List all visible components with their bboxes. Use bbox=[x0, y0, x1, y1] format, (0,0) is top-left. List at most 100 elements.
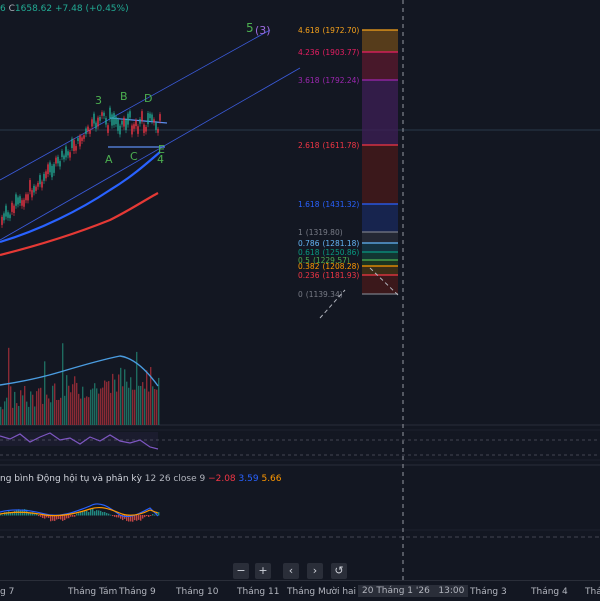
volume-bar bbox=[38, 388, 40, 425]
fib-level-label: 0.5 (1229.57) bbox=[298, 256, 350, 265]
scroll-right-button[interactable]: › bbox=[307, 563, 323, 579]
fib-trend-dashed bbox=[319, 289, 346, 319]
macd-hist-bar bbox=[144, 515, 146, 518]
fib-ratio: 0.786 bbox=[298, 239, 320, 248]
fib-zone bbox=[362, 252, 398, 260]
volume-bar bbox=[28, 406, 30, 425]
volume-bar bbox=[130, 377, 132, 425]
macd-hist-bar bbox=[60, 515, 62, 520]
fib-zone bbox=[362, 52, 398, 80]
candle-body bbox=[37, 182, 39, 187]
wave-label-d: D bbox=[144, 92, 152, 105]
macd-hist-bar bbox=[134, 515, 136, 521]
time-axis-label: Tháng 11 bbox=[237, 587, 280, 597]
macd-hist-bar bbox=[120, 515, 122, 519]
candle-body bbox=[157, 128, 159, 133]
volume-bar bbox=[132, 389, 134, 425]
fib-ratio: 1.618 bbox=[298, 200, 320, 209]
reset-chart-button[interactable]: ↺ bbox=[331, 563, 347, 579]
volume-bars bbox=[0, 343, 160, 425]
candle-body bbox=[3, 213, 5, 221]
candle-body bbox=[65, 146, 67, 158]
fib-ratio: 0.236 bbox=[298, 271, 320, 280]
candle-body bbox=[21, 200, 23, 206]
volume-bar bbox=[144, 388, 146, 425]
wave-label-5-sub: (3) bbox=[255, 24, 271, 37]
macd-hist-bar bbox=[118, 515, 120, 518]
oscillator-band bbox=[0, 432, 158, 446]
volume-bar bbox=[26, 401, 28, 425]
fib-ratio: 0.382 bbox=[298, 262, 320, 271]
fib-zone bbox=[362, 260, 398, 266]
time-axis[interactable]: g 7 Tháng Tám Tháng 9 Tháng 10 Tháng 11 … bbox=[0, 580, 600, 601]
volume-bar bbox=[90, 389, 92, 425]
candle-body bbox=[83, 135, 85, 139]
oscillator-line bbox=[0, 432, 159, 450]
macd-hist-bar bbox=[94, 511, 96, 516]
fib-price: (1181.93) bbox=[322, 271, 359, 280]
zoom-in-button[interactable]: + bbox=[255, 563, 271, 579]
volume-bar bbox=[42, 403, 44, 425]
fib-level-label: 0.382 (1208.28) bbox=[298, 262, 359, 271]
macd-hist-bar bbox=[48, 515, 50, 518]
candle-body bbox=[17, 197, 19, 205]
volume-ma bbox=[0, 355, 159, 387]
fib-zone bbox=[362, 243, 398, 252]
signal-line bbox=[0, 506, 159, 517]
macd-hist-bar bbox=[0, 513, 2, 516]
candle-body bbox=[41, 181, 43, 188]
candle-body bbox=[153, 119, 155, 123]
macd-line bbox=[0, 503, 159, 518]
candle-body bbox=[35, 186, 37, 191]
volume-bar bbox=[154, 389, 156, 425]
change-value: +7.48 (+0.45%) bbox=[55, 4, 129, 14]
macd-hist-bar bbox=[64, 515, 66, 521]
volume-bar bbox=[96, 388, 98, 425]
fib-zone bbox=[362, 266, 398, 275]
volume-bar bbox=[106, 381, 108, 425]
fib-price: (1611.78) bbox=[322, 141, 359, 150]
volume-bar bbox=[58, 399, 60, 425]
candle-body bbox=[119, 125, 121, 135]
fib-level-label: 4.236 (1903.77) bbox=[298, 48, 359, 57]
macd-hist-bar bbox=[132, 515, 134, 522]
candle-body bbox=[107, 125, 109, 133]
scroll-left-button[interactable]: ‹ bbox=[283, 563, 299, 579]
candle-body bbox=[55, 157, 57, 164]
fib-price: (1208.28) bbox=[322, 262, 359, 271]
candle-body bbox=[99, 116, 101, 121]
macd-hist-bar bbox=[32, 512, 34, 516]
macd-hist-bar bbox=[116, 515, 118, 518]
candle-body bbox=[75, 146, 77, 151]
volume-bar bbox=[30, 391, 32, 425]
time-axis-label: Tháng 9 bbox=[119, 587, 156, 597]
fib-level-label: 1.618 (1431.32) bbox=[298, 200, 359, 209]
zoom-out-button[interactable]: − bbox=[233, 563, 249, 579]
macd-legend[interactable]: ng bình Động hội tụ và phân kỳ 12 26 clo… bbox=[0, 474, 282, 484]
volume-bar bbox=[14, 391, 16, 425]
macd-hist-bar bbox=[38, 515, 40, 517]
volume-bar bbox=[44, 361, 46, 425]
macd-title: ng bình Động hội tụ và phân kỳ bbox=[0, 474, 142, 484]
candle-body bbox=[145, 126, 147, 132]
wave-label-c: C bbox=[130, 150, 138, 163]
candle-body bbox=[49, 162, 51, 173]
fib-zone bbox=[362, 30, 398, 52]
volume-bar bbox=[22, 395, 24, 425]
volume-bar bbox=[126, 381, 128, 425]
candle-body bbox=[79, 135, 81, 147]
volume-bar bbox=[142, 382, 144, 425]
candle-body bbox=[9, 214, 11, 219]
macd-hist-bar bbox=[112, 515, 114, 517]
candle-body bbox=[133, 124, 135, 129]
macd-hist-bar bbox=[2, 514, 4, 516]
candle-body bbox=[115, 116, 117, 125]
time-axis-label: Tháng Tám bbox=[68, 587, 118, 597]
macd-hist-bar bbox=[10, 512, 12, 516]
macd-hist-bar bbox=[86, 510, 88, 516]
volume-bar bbox=[32, 394, 34, 425]
candle-body bbox=[149, 113, 151, 119]
volume-bar bbox=[6, 397, 8, 425]
candle-body bbox=[131, 125, 133, 135]
